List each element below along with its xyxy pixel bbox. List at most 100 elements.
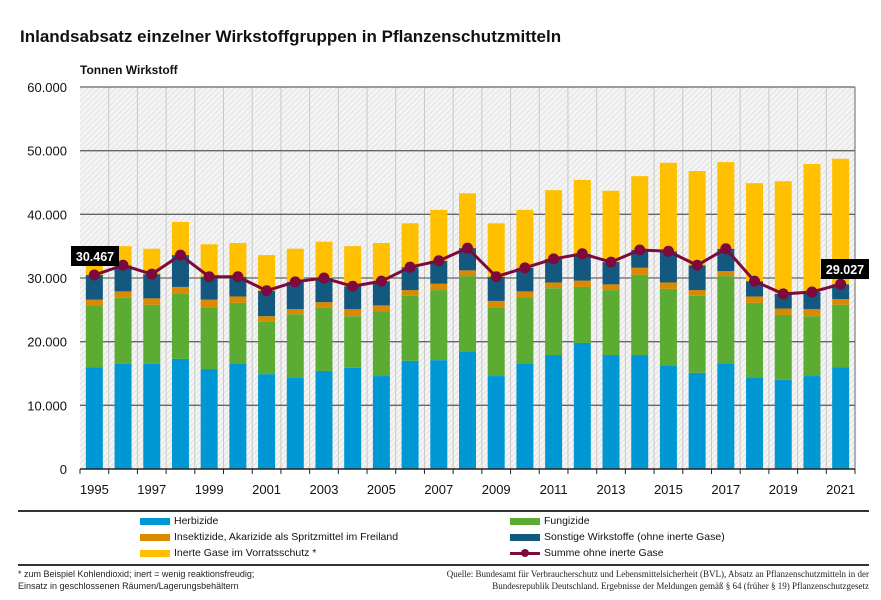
sum-point [375, 275, 387, 287]
bar-segment [516, 267, 534, 292]
bar-segment [114, 291, 132, 298]
x-tick-label: 2015 [654, 482, 683, 497]
bar-segment [631, 267, 649, 275]
bar-segment [631, 176, 649, 250]
bar-segment [832, 158, 850, 285]
bar-segment [344, 309, 362, 317]
legend-label: Fungizide [544, 515, 590, 527]
bar-segment [746, 281, 764, 297]
x-tick-label: 1999 [195, 482, 224, 497]
bar-segment [459, 193, 476, 249]
bar-segment [372, 281, 390, 306]
sum-point [347, 280, 359, 292]
bar-segment [631, 249, 649, 268]
bar-segment [315, 278, 333, 303]
divider [18, 564, 869, 566]
bar-segment [573, 280, 591, 287]
bar-segment [200, 307, 218, 370]
bar-segment [545, 355, 563, 469]
value-label-box [821, 259, 869, 279]
bar-segment [344, 286, 362, 310]
bar-segment [200, 244, 218, 277]
bar-segment [258, 290, 276, 317]
bar-segment [717, 162, 735, 249]
x-tick-label: 2019 [769, 482, 798, 497]
bar-segment [487, 300, 505, 308]
footnote: * zum Beispiel Kohlendioxid; inert = wen… [18, 568, 254, 592]
bar-segment [746, 183, 764, 282]
bar-segment [746, 377, 764, 469]
bar-segment [774, 181, 792, 294]
bar-segment [286, 248, 304, 282]
bar-segment [114, 363, 132, 469]
legend-item-summe: Summe ohne inerte Gase [510, 547, 664, 559]
bar-segment [229, 302, 247, 364]
bar-segment [85, 367, 103, 469]
sum-point [576, 248, 588, 260]
legend-label: Insektizide, Akarizide als Spritzmittel … [174, 531, 399, 543]
x-tick-label: 2001 [252, 482, 281, 497]
sum-point [720, 243, 732, 255]
bar-segment [143, 363, 161, 469]
bar-segment [688, 171, 706, 266]
bar-segment [774, 308, 792, 315]
bar-segment [487, 223, 505, 277]
bar-segment [401, 295, 419, 361]
x-tick-label: 2005 [367, 482, 396, 497]
bar-segment [114, 297, 132, 364]
bar-segment [459, 270, 476, 277]
bar-segment [258, 321, 276, 375]
x-tick-label: 1997 [137, 482, 166, 497]
bar-segment [545, 190, 563, 259]
sum-point [88, 269, 100, 281]
footnote-line: * zum Beispiel Kohlendioxid; inert = wen… [18, 569, 255, 579]
sum-point [146, 268, 158, 280]
bar-segment [315, 302, 333, 308]
bar-segment [372, 376, 390, 469]
bar-segment [372, 305, 390, 312]
bar-segment [200, 276, 218, 300]
sum-point [634, 244, 646, 256]
x-tick-label: 2021 [826, 482, 855, 497]
sum-point [203, 271, 215, 283]
sum-point [835, 278, 847, 290]
bar-segment [573, 342, 591, 469]
bar-segment [229, 363, 247, 469]
bar-segment [659, 288, 677, 366]
bar-segment [746, 296, 764, 303]
bar-segment [832, 367, 850, 469]
legend-item-insektizide: Insektizide, Akarizide als Spritzmittel … [140, 531, 398, 543]
bar-segment [688, 295, 706, 373]
divider [18, 510, 869, 512]
bar-segment [143, 304, 161, 364]
bar-segment [602, 290, 620, 356]
legend-label: Summe ohne inerte Gase [544, 547, 664, 559]
legend-label: Sonstige Wirkstoffe (ohne inerte Gase) [544, 531, 725, 543]
sum-point [261, 285, 273, 297]
legend-item-sonstige: Sonstige Wirkstoffe (ohne inerte Gase) [510, 531, 725, 543]
bar-segment [803, 316, 821, 377]
x-tick-label: 2009 [482, 482, 511, 497]
bar-segment [516, 291, 534, 298]
bar-segment [602, 355, 620, 469]
bar-segment [286, 281, 304, 310]
bar-segment [229, 242, 247, 277]
bar-segment [746, 302, 764, 378]
bar-segment [717, 276, 735, 364]
legend-swatch [140, 533, 170, 541]
legend-swatch [140, 517, 170, 525]
bar-segment [573, 286, 591, 343]
bar-segment [401, 223, 419, 268]
bar-segment [631, 355, 649, 469]
x-tick-label: 2003 [310, 482, 339, 497]
bar-segment [774, 293, 792, 309]
sum-point [289, 276, 301, 288]
bar-segment [85, 306, 103, 368]
bar-segment [516, 209, 534, 268]
bar-segment [143, 298, 161, 305]
bar-segment [171, 358, 189, 469]
bar-segment [717, 363, 735, 469]
bar-segment [832, 284, 850, 300]
legend-item-herbizide: Herbizide [140, 515, 218, 527]
bar-segment [688, 290, 706, 296]
